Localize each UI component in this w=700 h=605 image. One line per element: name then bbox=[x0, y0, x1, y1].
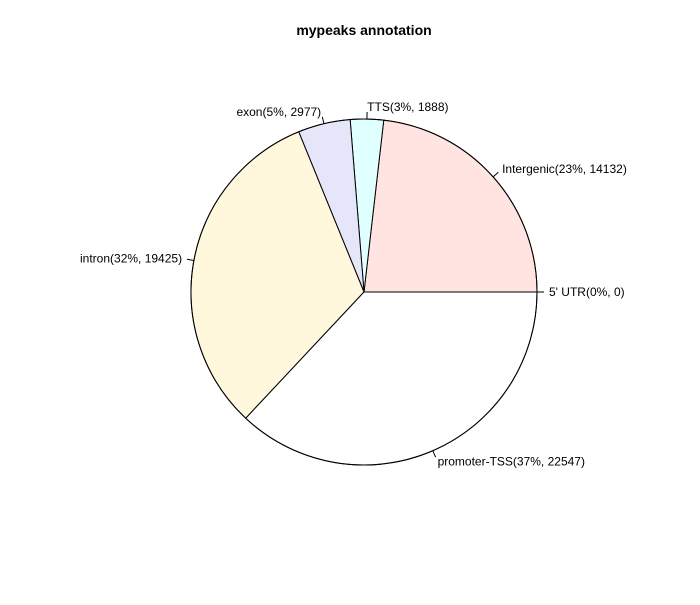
slice-label-promoter-tss: promoter-TSS(37%, 22547) bbox=[438, 455, 585, 469]
leader-tick-exon bbox=[322, 117, 324, 124]
slice-label-tts: TTS(3%, 1888) bbox=[367, 100, 448, 114]
pie-slice-intergenic bbox=[364, 120, 537, 292]
leader-tick-intron bbox=[187, 259, 194, 260]
slice-label-intron: intron(32%, 19425) bbox=[80, 251, 182, 265]
slice-label-exon: exon(5%, 2977) bbox=[236, 105, 321, 119]
slice-label-intergenic: Intergenic(23%, 14132) bbox=[502, 162, 627, 176]
slice-label-5-utr: 5' UTR(0%, 0) bbox=[549, 285, 625, 299]
chart-title: mypeaks annotation bbox=[296, 22, 431, 38]
leader-tick-intergenic bbox=[493, 172, 498, 177]
leader-tick-promoter-tss bbox=[433, 451, 436, 457]
pie-slices bbox=[191, 119, 537, 465]
